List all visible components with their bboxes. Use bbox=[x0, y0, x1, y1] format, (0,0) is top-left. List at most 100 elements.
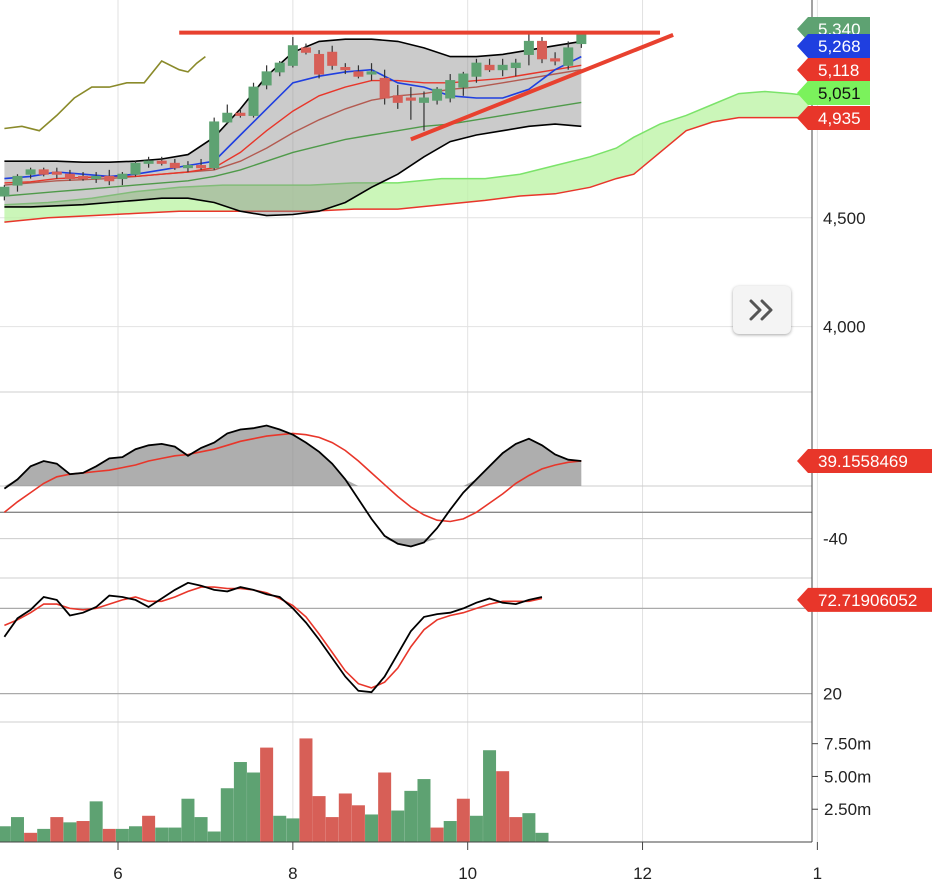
candle[interactable] bbox=[484, 58, 495, 72]
candle[interactable] bbox=[300, 43, 311, 55]
candle[interactable] bbox=[235, 108, 246, 118]
candle[interactable] bbox=[537, 37, 547, 64]
volume-bar[interactable] bbox=[338, 793, 352, 842]
volume-bar[interactable] bbox=[233, 762, 247, 842]
volume-bar[interactable] bbox=[496, 771, 510, 842]
candle[interactable] bbox=[38, 167, 49, 177]
volume-bar[interactable] bbox=[207, 831, 221, 842]
osc1-value-tag: 39.1558469 bbox=[797, 449, 932, 474]
candle[interactable] bbox=[510, 58, 521, 77]
candle[interactable] bbox=[366, 63, 377, 81]
candle[interactable] bbox=[78, 172, 89, 181]
price-panel[interactable] bbox=[0, 30, 809, 223]
candle[interactable] bbox=[550, 52, 561, 66]
price-tag-label: 4,935 bbox=[818, 109, 861, 128]
candle[interactable] bbox=[432, 87, 443, 105]
support-trendline[interactable] bbox=[410, 32, 674, 142]
volume-bar[interactable] bbox=[220, 788, 234, 842]
volume-bar[interactable] bbox=[391, 810, 405, 842]
volume-bar[interactable] bbox=[37, 828, 51, 842]
volume-panel[interactable] bbox=[0, 738, 549, 842]
candle[interactable] bbox=[274, 60, 285, 77]
volume-bar[interactable] bbox=[456, 798, 470, 842]
candle-body bbox=[209, 121, 220, 169]
volume-bar[interactable] bbox=[155, 827, 169, 842]
volume-bar[interactable] bbox=[115, 828, 129, 842]
candle[interactable] bbox=[182, 161, 193, 173]
candle[interactable] bbox=[287, 37, 298, 68]
volume-bar[interactable] bbox=[102, 828, 116, 842]
candle[interactable] bbox=[143, 156, 154, 168]
candle[interactable] bbox=[117, 172, 128, 186]
volume-bar[interactable] bbox=[312, 796, 326, 842]
volume-bar[interactable] bbox=[430, 827, 444, 842]
volume-bar[interactable] bbox=[509, 817, 523, 842]
volume-bar[interactable] bbox=[0, 826, 11, 842]
axis-layer: 4,500 4,000 -40 20 7.50m 5.00m 2.50m 6 8 10 12 1 bbox=[0, 0, 871, 883]
candle[interactable] bbox=[209, 117, 220, 170]
volume-bar[interactable] bbox=[365, 814, 379, 842]
volume-bar[interactable] bbox=[535, 832, 549, 842]
volume-bar[interactable] bbox=[50, 817, 64, 842]
volume-bar[interactable] bbox=[483, 750, 497, 842]
volume-bar[interactable] bbox=[522, 813, 536, 842]
volume-bar[interactable] bbox=[76, 821, 90, 842]
volume-bar[interactable] bbox=[142, 815, 156, 842]
candle[interactable] bbox=[51, 167, 62, 179]
volume-bar[interactable] bbox=[24, 832, 38, 842]
volume-bar[interactable] bbox=[247, 772, 261, 842]
volume-bar[interactable] bbox=[325, 817, 339, 842]
volume-bar[interactable] bbox=[378, 772, 392, 842]
volume-bar[interactable] bbox=[286, 818, 300, 842]
volume-bar[interactable] bbox=[273, 815, 287, 842]
candle[interactable] bbox=[405, 87, 416, 120]
volume-bar[interactable] bbox=[168, 827, 182, 842]
x-tick-label: 10 bbox=[458, 864, 477, 883]
volume-bar[interactable] bbox=[417, 779, 431, 842]
candle[interactable] bbox=[0, 185, 10, 201]
osc1-main-line bbox=[3, 424, 582, 548]
candle[interactable] bbox=[169, 158, 180, 170]
volume-bar[interactable] bbox=[443, 821, 457, 842]
candle[interactable] bbox=[379, 69, 390, 105]
volume-bar[interactable] bbox=[89, 801, 103, 842]
candle[interactable] bbox=[563, 41, 574, 70]
candle[interactable] bbox=[392, 84, 403, 109]
candle[interactable] bbox=[497, 58, 508, 77]
oscillator-1-panel[interactable] bbox=[0, 424, 812, 548]
candle[interactable] bbox=[340, 63, 351, 75]
candle[interactable] bbox=[471, 58, 482, 83]
candle[interactable] bbox=[327, 45, 338, 70]
candle[interactable] bbox=[12, 174, 23, 192]
candle[interactable] bbox=[222, 104, 233, 125]
candle[interactable] bbox=[261, 65, 272, 90]
candle-body bbox=[314, 53, 325, 75]
candle[interactable] bbox=[314, 50, 325, 79]
candle[interactable] bbox=[196, 158, 207, 170]
volume-bar[interactable] bbox=[404, 790, 418, 842]
candle[interactable] bbox=[91, 172, 102, 183]
candle[interactable] bbox=[130, 161, 141, 177]
volume-bar[interactable] bbox=[10, 817, 24, 842]
candle[interactable] bbox=[156, 156, 167, 166]
candle[interactable] bbox=[445, 74, 456, 103]
candle[interactable] bbox=[576, 34, 587, 48]
candle[interactable] bbox=[523, 32, 534, 66]
candle[interactable] bbox=[418, 91, 429, 131]
volume-bar[interactable] bbox=[260, 747, 274, 842]
volume-bar[interactable] bbox=[129, 826, 142, 842]
oscillator-2-panel[interactable] bbox=[0, 581, 812, 695]
candle[interactable] bbox=[248, 82, 259, 118]
candle[interactable] bbox=[104, 169, 115, 186]
candle[interactable] bbox=[25, 167, 36, 179]
candle[interactable] bbox=[64, 169, 75, 181]
volume-bar[interactable] bbox=[469, 815, 483, 842]
volume-bar[interactable] bbox=[299, 738, 313, 842]
volume-bar[interactable] bbox=[351, 805, 365, 842]
volume-bar[interactable] bbox=[63, 822, 77, 842]
candle[interactable] bbox=[458, 71, 469, 96]
volume-bar[interactable] bbox=[181, 798, 195, 842]
volume-bar[interactable] bbox=[194, 817, 208, 842]
candle[interactable] bbox=[353, 65, 364, 79]
expand-chart-button[interactable] bbox=[733, 286, 791, 334]
